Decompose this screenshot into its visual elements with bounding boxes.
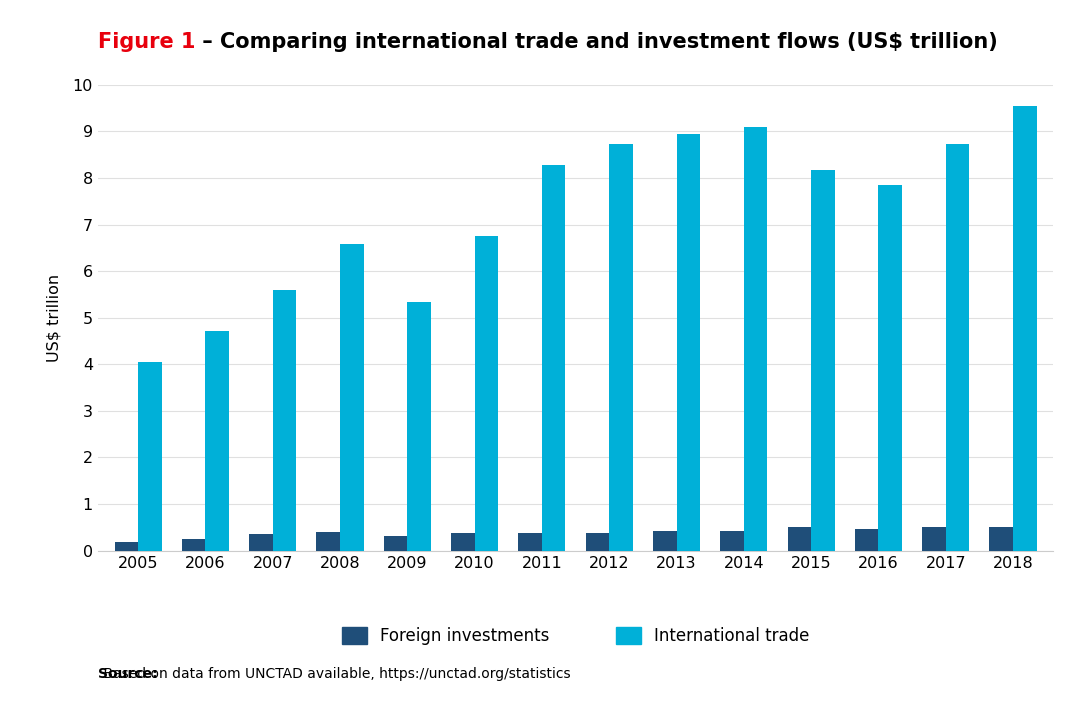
Bar xyxy=(340,244,364,551)
Bar xyxy=(542,165,566,551)
Bar xyxy=(787,527,811,551)
Bar xyxy=(475,236,498,551)
Bar xyxy=(585,533,609,551)
Bar xyxy=(383,537,407,551)
Bar xyxy=(677,133,700,551)
Bar xyxy=(518,533,542,551)
Text: Based on data from UNCTAD available, https://unctad.org/statistics: Based on data from UNCTAD available, htt… xyxy=(99,667,570,681)
Y-axis label: US$ trillion: US$ trillion xyxy=(47,274,62,361)
Bar xyxy=(407,302,431,551)
Bar xyxy=(946,144,970,551)
Bar xyxy=(273,289,296,551)
Bar xyxy=(249,534,273,551)
Bar xyxy=(451,532,475,551)
Bar xyxy=(922,527,946,551)
Bar xyxy=(138,362,162,551)
Bar xyxy=(855,530,879,551)
Bar xyxy=(609,144,633,551)
Legend: Foreign investments, International trade: Foreign investments, International trade xyxy=(341,627,810,645)
Text: – Comparing international trade and investment flows (US$ trillion): – Comparing international trade and inve… xyxy=(195,32,998,52)
Bar xyxy=(316,532,340,551)
Text: Figure 1: Figure 1 xyxy=(98,32,195,52)
Bar xyxy=(744,126,768,551)
Bar xyxy=(811,169,835,551)
Bar xyxy=(879,185,902,551)
Bar xyxy=(205,330,229,551)
Bar xyxy=(720,531,744,551)
Bar xyxy=(114,542,138,551)
Bar xyxy=(181,539,205,551)
Bar xyxy=(989,527,1013,551)
Bar xyxy=(1013,106,1037,551)
Text: Source:: Source: xyxy=(98,667,157,681)
Bar xyxy=(653,531,677,551)
